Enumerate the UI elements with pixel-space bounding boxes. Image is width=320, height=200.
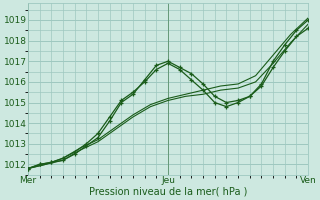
X-axis label: Pression niveau de la mer( hPa ): Pression niveau de la mer( hPa ) [89, 187, 247, 197]
